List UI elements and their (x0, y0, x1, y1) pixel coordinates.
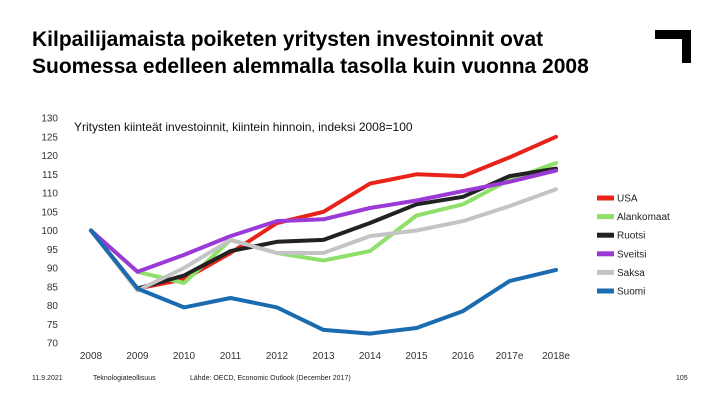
x-tick-label: 2009 (126, 351, 149, 362)
legend-swatch (597, 269, 614, 275)
y-tick-label: 90 (47, 264, 59, 275)
legend-swatch (597, 232, 614, 238)
x-tick-label: 2018e (542, 351, 570, 362)
y-tick-label: 130 (41, 114, 58, 125)
footer-date: 11.9.2021 (32, 375, 63, 382)
series-line-sveitsi (89, 168, 558, 274)
x-tick-label: 2010 (173, 351, 196, 362)
x-tick-label: 2016 (452, 351, 475, 362)
y-tick-label: 105 (41, 207, 58, 218)
legend-label: Alankomaat (617, 212, 670, 223)
x-tick-label: 2011 (220, 351, 242, 362)
y-tick-label: 125 (41, 132, 58, 143)
y-tick-label: 115 (42, 170, 58, 181)
legend-swatch (597, 251, 614, 257)
footer-source: Lähde: OECD, Economic Outlook (December … (190, 375, 351, 382)
legend-swatch (597, 288, 614, 294)
legend-swatch (597, 195, 614, 201)
legend-label: Saksa (617, 268, 645, 279)
y-tick-label: 70 (47, 339, 59, 350)
chart-subtitle: Yritysten kiinteät investoinnit, kiintei… (74, 120, 413, 134)
series-line-usa (89, 134, 558, 291)
series-line-saksa (89, 187, 558, 293)
legend-label: Ruotsi (617, 231, 645, 242)
page-number: 105 (676, 375, 688, 382)
y-axis: 130 125 120 115 110 105 100 95 90 85 80 75 70 (41, 114, 58, 350)
brand-logo-icon (655, 30, 691, 63)
series-line-suomi (89, 228, 558, 336)
legend-label: Suomi (617, 287, 645, 298)
x-tick-label: 2014 (359, 351, 382, 362)
legend-label: USA (617, 194, 638, 205)
y-tick-label: 120 (41, 151, 58, 162)
legend-swatch (597, 214, 614, 220)
x-tick-label: 2013 (312, 351, 335, 362)
y-tick-label: 100 (41, 226, 58, 237)
legend: USA Alankomaat Ruotsi Sveitsi Saksa Suomi (597, 194, 670, 298)
x-tick-label: 2008 (80, 351, 103, 362)
y-tick-label: 75 (47, 320, 59, 331)
x-tick-label: 2017e (496, 351, 524, 362)
x-tick-label: 2015 (405, 351, 428, 362)
x-axis: 2008 2009 2010 2011 2012 2013 2014 2015 2016 2017… (80, 351, 570, 362)
page-title: Kilpailijamaista poiketen yritysten inve… (32, 28, 589, 78)
y-tick-label: 110 (42, 189, 58, 200)
y-tick-label: 80 (47, 301, 59, 312)
legend-label: Sveitsi (617, 249, 646, 260)
y-tick-label: 95 (47, 245, 59, 256)
plot-area (89, 134, 558, 336)
x-tick-label: 2012 (266, 351, 289, 362)
y-tick-label: 85 (47, 282, 59, 293)
footer-organization: Teknologiateollisuus (93, 375, 156, 382)
